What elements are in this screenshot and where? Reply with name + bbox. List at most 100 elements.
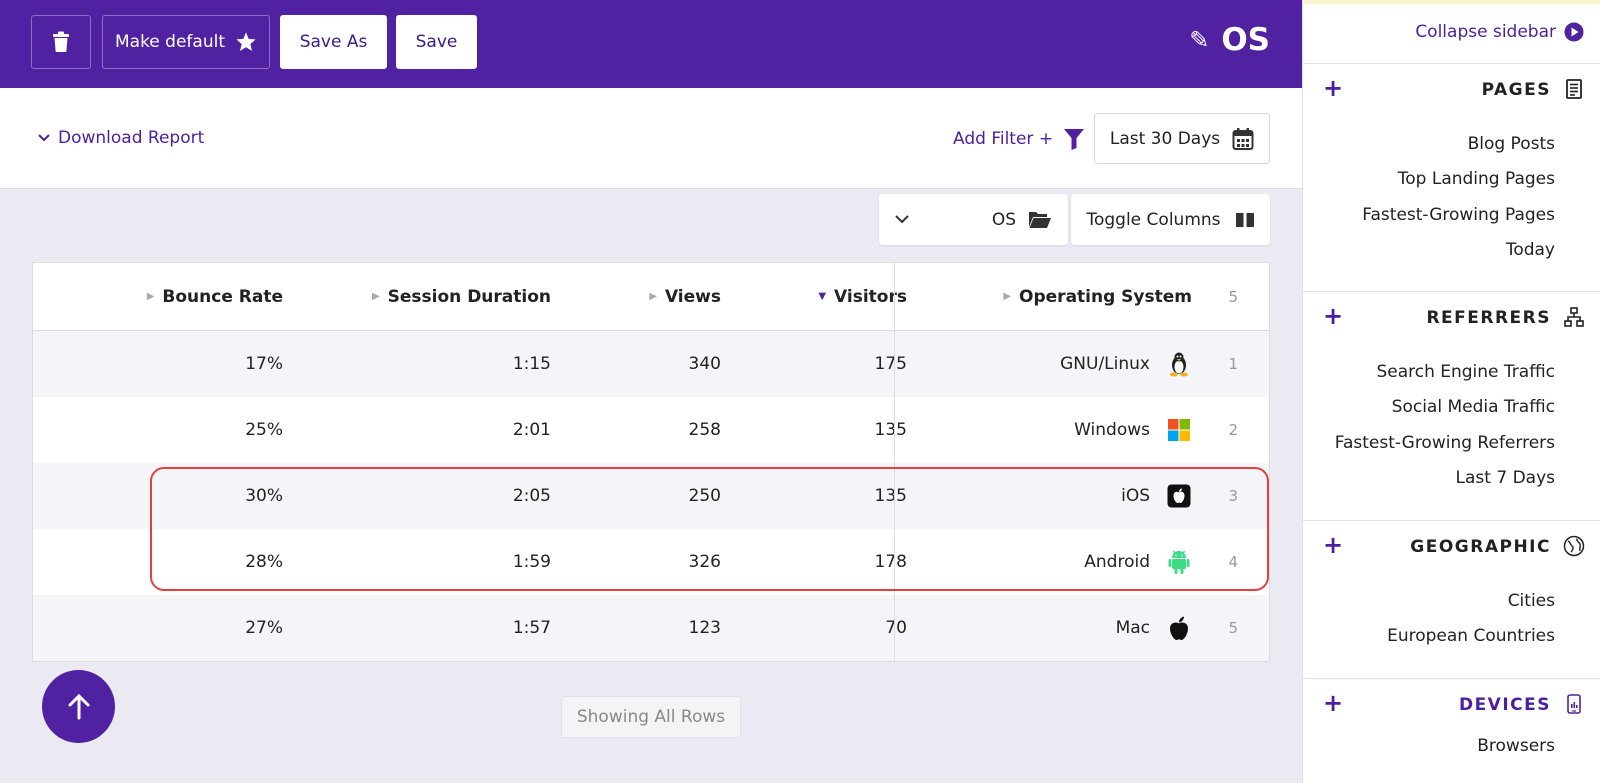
plus-icon[interactable]: + [1323,302,1344,330]
trash-icon [53,31,69,52]
sidebar-section-pages: + PAGES Blog Posts Top Landing Pages Fas… [1303,63,1600,291]
views-cell: 123 [688,618,721,638]
visitors-cell: 70 [885,618,907,638]
section-title: PAGES [1481,80,1551,100]
page-title-text: OS [1221,22,1270,58]
rank-cell: 2 [1228,421,1238,439]
visitors-cell: 135 [874,420,907,440]
bounce-rate-cell: 27% [245,618,283,638]
os-cell: iOS [1121,463,1192,529]
pencil-icon[interactable]: ✎ [1189,26,1210,54]
sidebar-section-referrers: + REFERRERS Search Engine Traffic Social… [1303,291,1600,520]
column-header-visitors[interactable]: ▼ Visitors [818,263,907,330]
sidebar-item[interactable]: Cities [1507,591,1555,611]
group-by-label: OS [991,209,1016,230]
sidebar-item[interactable]: Today [1505,240,1555,260]
session-duration-cell: 1:15 [512,354,551,374]
calendar-icon [1232,127,1254,150]
os-name: Windows [1074,420,1150,440]
phone-icon [1563,693,1585,715]
document-icon [1563,78,1585,100]
sidebar-item[interactable]: Fastest-Growing Referrers [1334,433,1555,453]
main-area: Make default Save As Save ✎ OS Download … [0,0,1302,783]
group-by-select[interactable]: OS [879,194,1068,245]
network-icon [1563,306,1585,328]
os-name: iOS [1121,486,1150,506]
os-cell: GNU/Linux [1060,331,1192,397]
sidebar-item[interactable]: Browsers [1477,736,1555,756]
column-header-label: Operating System [1019,286,1192,307]
sidebar: Collapse sidebar + PAGES Blog Posts Top … [1302,0,1600,783]
filter-bar: Download Report Add Filter + Last 30 Day… [0,88,1302,189]
column-header-session-duration[interactable]: ▶ Session Duration [372,263,551,330]
globe-icon [1563,535,1585,557]
collapse-sidebar-label: Collapse sidebar [1415,22,1556,42]
sidebar-item[interactable]: European Countries [1387,626,1555,646]
date-range-label: Last 30 Days [1109,128,1221,149]
sort-caret-icon: ▶ [1003,291,1012,302]
save-as-button[interactable]: Save As [280,15,387,69]
linux-icon [1166,351,1192,377]
sidebar-item[interactable]: Fastest-Growing Pages [1362,205,1555,225]
section-header: + REFERRERS [1303,292,1600,342]
views-cell: 250 [688,486,721,506]
sidebar-top-strip [1303,0,1600,4]
plus-icon[interactable]: + [1323,531,1344,559]
funnel-icon [1064,129,1085,150]
session-duration-cell: 1:57 [512,618,551,638]
views-cell: 340 [688,354,721,374]
top-toolbar: Make default Save As Save ✎ OS [0,0,1302,88]
download-report-link[interactable]: Download Report [38,128,204,148]
os-name: Mac [1115,618,1150,638]
delete-button[interactable] [31,15,91,69]
scroll-to-top-button[interactable] [42,670,115,743]
table-row[interactable]: 28% 1:59 326 178 Android [33,529,1269,595]
sidebar-item[interactable]: Search Engine Traffic [1376,362,1555,382]
toggle-columns-button[interactable]: Toggle Columns [1071,194,1270,245]
column-header-operating-system[interactable]: ▶ Operating System [1003,263,1192,330]
os-cell: Android [1084,529,1192,595]
sidebar-item[interactable]: Blog Posts [1467,134,1555,154]
column-header-label: Bounce Rate [162,286,283,307]
apple-icon [1166,615,1192,641]
row-count: 5 [1228,287,1238,306]
save-button[interactable]: Save [396,15,477,69]
sidebar-item[interactable]: Last 7 Days [1455,468,1555,488]
column-header-bounce-rate[interactable]: ▶ Bounce Rate [147,263,283,330]
date-range-button[interactable]: Last 30 Days [1094,113,1270,164]
plus-icon[interactable]: + [1323,689,1344,717]
sidebar-item[interactable]: Social Media Traffic [1391,397,1555,417]
column-divider [894,263,895,661]
bounce-rate-cell: 30% [245,486,283,506]
sidebar-section-geographic: + GEOGRAPHIC Cities European Countries [1303,520,1600,678]
showing-all-rows-button[interactable]: Showing All Rows [561,696,741,738]
plus-icon[interactable]: + [1323,74,1344,102]
toggle-columns-label: Toggle Columns [1086,209,1221,230]
folder-open-icon [1029,211,1051,228]
table-row[interactable]: 30% 2:05 250 135 iOS 3 [33,463,1269,529]
sort-caret-icon: ▶ [371,291,380,302]
sort-caret-icon: ▶ [649,291,657,302]
table-row[interactable]: 27% 1:57 123 70 Mac 5 [33,595,1269,661]
download-report-label: Download Report [58,128,205,148]
table-row[interactable]: 25% 2:01 258 135 Windows 2 [33,397,1269,463]
sidebar-item[interactable]: Top Landing Pages [1397,169,1555,189]
make-default-button[interactable]: Make default [102,15,270,69]
chevron-down-icon [38,134,50,142]
column-header-label: Visitors [834,286,907,307]
os-name: GNU/Linux [1060,354,1150,374]
collapse-sidebar-link[interactable]: Collapse sidebar [1415,22,1584,42]
add-filter-button[interactable]: Add Filter + [953,127,1085,151]
chevron-down-icon [895,215,909,224]
visitors-cell: 135 [874,486,907,506]
table-row[interactable]: 17% 1:15 340 175 GNU/Linux [33,331,1269,397]
rank-cell: 3 [1228,487,1238,505]
sort-desc-icon: ▼ [818,291,827,302]
session-duration-cell: 1:59 [512,552,551,572]
column-header-views[interactable]: ▶ Views [649,263,721,330]
session-duration-cell: 2:05 [512,486,551,506]
os-name: Android [1084,552,1150,572]
rank-cell: 1 [1228,355,1238,373]
os-table: ▶ Bounce Rate ▶ Session Duration ▶ Views… [32,262,1270,662]
section-header: + PAGES [1303,64,1600,114]
